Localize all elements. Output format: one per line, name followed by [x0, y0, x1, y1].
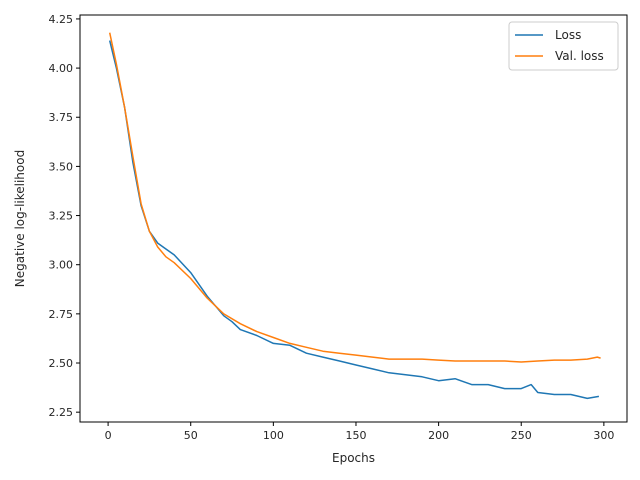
x-tick-label: 100	[263, 429, 284, 442]
legend: Loss Val. loss	[508, 21, 619, 71]
y-tick-label: 2.75	[49, 308, 74, 321]
y-tick-label: 3.75	[49, 111, 74, 124]
y-tick-label: 3.50	[49, 160, 74, 173]
legend-box	[508, 21, 619, 71]
series-line-1	[108, 32, 601, 363]
series-layer	[108, 32, 601, 400]
y-tick-label: 2.50	[49, 357, 74, 370]
x-tick-label: 50	[184, 429, 198, 442]
series-line-0	[108, 40, 600, 400]
y-tick-label: 4.00	[49, 62, 74, 75]
ticks-layer: 0 50 100 150 200 250 300 2.25 2.50 2.75 3.00 3.25 3.…	[49, 13, 615, 442]
y-tick-label: 4.25	[49, 13, 74, 26]
x-tick-label: 300	[593, 429, 614, 442]
x-axis-label: Epochs	[332, 451, 375, 465]
y-tick-label: 2.25	[49, 406, 74, 419]
legend-label-1: Val. loss	[555, 49, 604, 63]
y-axis-label: Negative log-likelihood	[13, 150, 27, 287]
x-tick-label: 200	[428, 429, 449, 442]
x-tick-label: 250	[511, 429, 532, 442]
legend-label-0: Loss	[555, 28, 581, 42]
y-tick-label: 3.25	[49, 210, 74, 223]
y-tick-label: 3.00	[49, 259, 74, 272]
axes-frame	[79, 14, 628, 423]
x-tick-label: 150	[345, 429, 366, 442]
x-tick-label: 0	[105, 429, 112, 442]
